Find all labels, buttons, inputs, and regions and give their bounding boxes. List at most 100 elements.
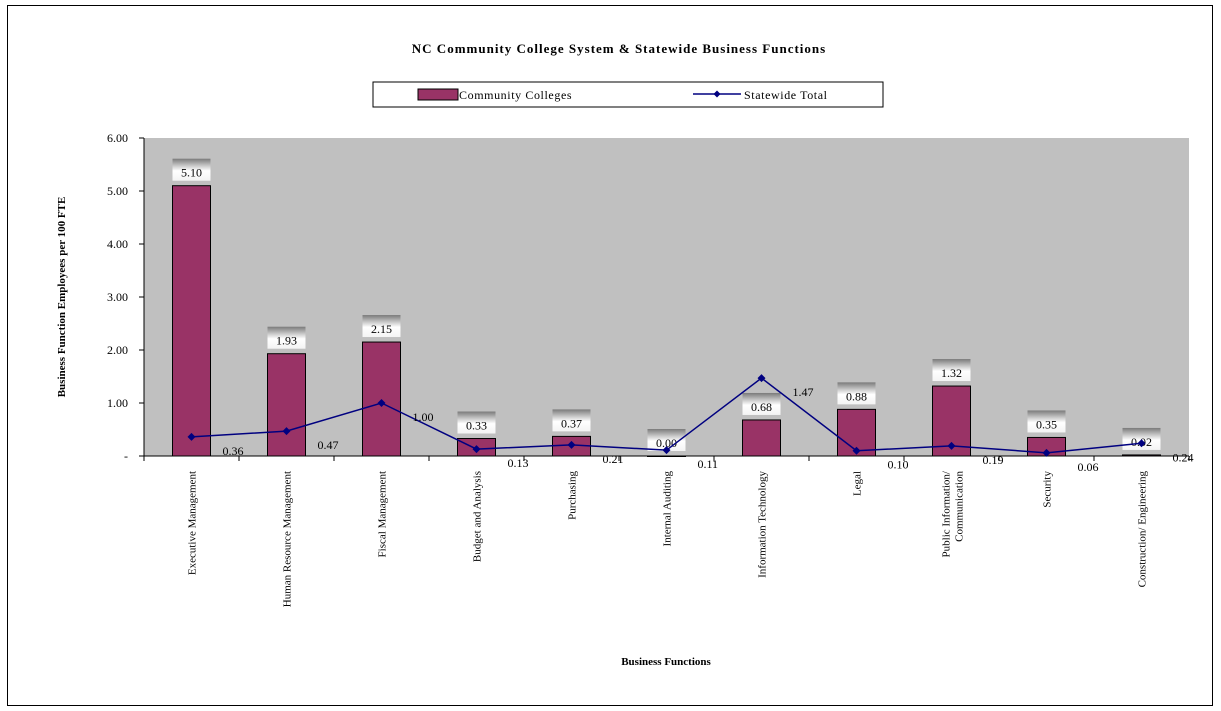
bar-data-label: 0.68 [742,392,781,415]
point-statewide-total [1042,448,1051,457]
legend: Community Colleges Statewide Total [372,81,884,108]
point-statewide-total [947,441,956,450]
bar-community-colleges [172,185,211,457]
line-data-labels: 0.36 0.47 1.00 0.13 0.21 0.11 1.47 0.10 0.19 0.06… [223,385,1194,474]
bar-data-label: 1.32 [932,359,971,382]
category-label-line: Internal Auditing [662,471,674,547]
category-label: Internal Auditing [662,471,674,547]
point-statewide-total [567,440,576,449]
bar-data-label: 0.35 [1027,410,1066,433]
y-tick-label: - [124,449,128,463]
category-label-line: Information Technology [757,471,769,578]
category-label-line: Human Resource Management [282,471,294,607]
point-statewide-total [852,446,861,455]
category-label: Public Information/Communication [941,470,966,557]
y-tick-label: 6.00 [107,131,128,145]
bar-data-label-text: 0.37 [561,416,582,430]
line-data-label: 1.00 [413,410,434,424]
point-statewide-total [187,432,196,441]
line-data-label: 0.11 [698,457,719,471]
category-label-line: Construction/ Engineering [1137,471,1149,588]
category-label: Legal [852,471,864,496]
bar-data-label-text: 5.10 [181,166,202,180]
legend-swatch-community-colleges [417,88,459,101]
chart-title: NC Community College System & Statewide … [412,41,826,56]
category-label-line: Executive Management [187,471,199,575]
category-label: Construction/ Engineering [1137,471,1149,588]
line-data-label: 0.19 [983,453,1004,467]
bar-community-colleges [932,385,971,457]
bar-data-label-box [1027,410,1066,433]
bar-community-colleges [1122,454,1161,457]
bar-data-label-text: 0.68 [751,400,772,414]
bar-data-label-text: 0.35 [1036,417,1057,431]
bar-data-label: 0.37 [552,409,591,432]
bar-data-label: 2.15 [362,315,401,338]
point-statewide-total [1137,439,1146,448]
line-data-label: 0.36 [223,444,244,458]
category-label: Human Resource Management [282,471,294,607]
category-label: Executive Management [187,471,199,575]
category-label-line: Security [1042,471,1054,508]
bar-data-label-box [837,382,876,405]
bar-data-label-box [362,315,401,338]
bar-data-label-text: 2.15 [371,322,392,336]
legend-marker-statewide-total [713,90,721,98]
bar-data-label-box [742,392,781,415]
y-axis-title: Business Function Employees per 100 FTE [56,197,68,398]
category-label-line: Public Information/ [941,470,953,557]
category-label-line: Communication [954,471,966,542]
bar-data-label-text: 0.33 [466,419,487,433]
point-statewide-total [757,374,766,383]
category-label: Security [1042,471,1054,508]
legend-label-community-colleges: Community Colleges [459,88,572,102]
bar-community-colleges [267,353,306,457]
line-data-label: 0.21 [603,452,624,466]
line-data-label: 0.13 [508,456,529,470]
chart-svg: NC Community College System & Statewide … [56,41,1194,668]
bar-data-label-box [267,326,306,349]
category-label: Fiscal Management [377,471,389,557]
plot-area [144,138,1189,456]
chart-frame: NC Community College System & Statewide … [7,5,1213,706]
x-axis-ticks [143,456,1190,461]
category-labels: Executive Management Human Resource Manag… [187,470,1149,607]
bar-data-label-box [932,359,971,382]
line-data-label: 0.24 [1173,450,1194,464]
bar-data-label-box [552,409,591,432]
category-label-line: Purchasing [567,471,579,520]
line-data-label: 1.47 [793,385,814,399]
bar-data-label-text: 0.88 [846,389,867,403]
legend-label-statewide-total: Statewide Total [744,88,828,102]
y-tick-label: 2.00 [107,343,128,357]
bar-community-colleges [742,419,781,457]
category-label-line: Legal [852,471,864,496]
bar-data-label: 0.33 [457,411,496,434]
category-label-line: Fiscal Management [377,471,389,557]
category-label: Purchasing [567,471,579,520]
bar-data-label-box [647,429,686,451]
bar-community-colleges [647,455,686,457]
x-axis-title: Business Functions [621,656,711,668]
y-tick-label: 5.00 [107,184,128,198]
bar-data-label-text: 1.93 [276,334,297,348]
line-series [187,374,1146,457]
bar-community-colleges [837,408,876,457]
category-label: Budget and Analysis [472,471,484,562]
bar-data-label: 1.93 [267,326,306,349]
bar-data-label: 5.10 [172,158,211,181]
point-statewide-total [662,446,671,455]
category-label: Information Technology [757,471,769,578]
y-tick-label: 4.00 [107,237,128,251]
line-data-label: 0.06 [1078,460,1099,474]
y-tick-label: 3.00 [107,290,128,304]
bar-data-label-box [457,411,496,434]
line-data-label: 0.47 [318,438,339,452]
point-statewide-total [282,427,291,436]
bar-data-labels: 5.101.932.150.33 0.370.000.680.881.320.35… [172,158,1161,451]
y-tick-label: 1.00 [107,396,128,410]
category-label-line: Budget and Analysis [472,471,484,562]
y-axis-ticks: - 1.00 2.00 3.00 4.00 5.00 6.00 [107,131,144,463]
point-statewide-total [472,445,481,454]
bar-data-label: 0.88 [837,382,876,405]
